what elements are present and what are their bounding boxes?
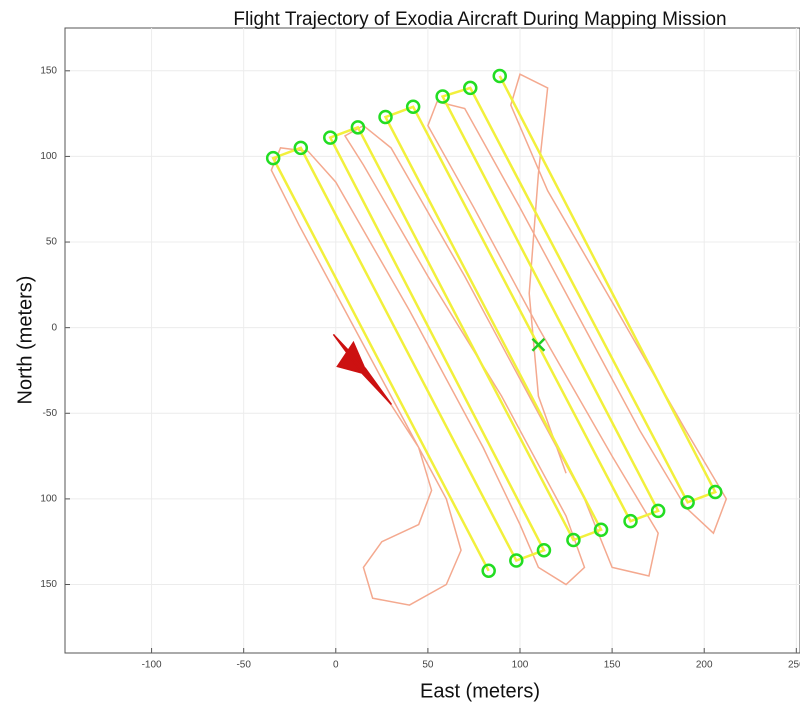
chart-title: Flight Trajectory of Exodia Aircraft Dur… — [233, 9, 726, 30]
x-tick-label: 150 — [604, 660, 621, 671]
waypoint — [378, 109, 393, 125]
y-tick-label: 150 — [40, 65, 57, 76]
waypoint — [623, 513, 638, 529]
y-tick-label: 100 — [40, 494, 57, 505]
x-tick-label: 250 — [788, 660, 800, 671]
waypoint — [492, 68, 507, 84]
waypoint — [566, 532, 581, 548]
x-tick-label: 0 — [333, 660, 339, 671]
y-tick-label: -50 — [43, 408, 58, 419]
x-tick-label: -50 — [236, 660, 251, 671]
aircraft — [332, 333, 393, 405]
y-tick-label: 150 — [40, 579, 57, 590]
waypoint — [405, 99, 421, 115]
waypoint — [593, 522, 609, 537]
waypoint — [680, 495, 695, 510]
waypoint — [650, 503, 666, 519]
waypoint — [265, 150, 281, 166]
x-tick-label: 200 — [696, 660, 713, 671]
planned-path — [271, 75, 718, 572]
waypoint — [509, 553, 524, 568]
home-marker — [531, 337, 546, 352]
y-tick-label: 50 — [46, 237, 58, 248]
waypoint — [708, 484, 723, 500]
waypoint — [323, 130, 338, 145]
x-tick-label: -100 — [142, 660, 162, 671]
y-tick-label: 100 — [40, 151, 57, 162]
y-axis-label: North (meters) — [14, 276, 36, 405]
y-tick-label: 0 — [51, 322, 57, 333]
waypoint — [435, 89, 450, 104]
x-tick-label: 100 — [512, 660, 529, 671]
waypoint — [350, 120, 366, 135]
x-axis-label: East (meters) — [420, 680, 540, 702]
x-tick-label: 50 — [422, 660, 434, 671]
waypoint — [463, 80, 478, 96]
waypoint — [481, 563, 496, 579]
plot-area — [64, 27, 800, 654]
waypoint — [536, 543, 552, 558]
waypoint — [293, 140, 309, 156]
